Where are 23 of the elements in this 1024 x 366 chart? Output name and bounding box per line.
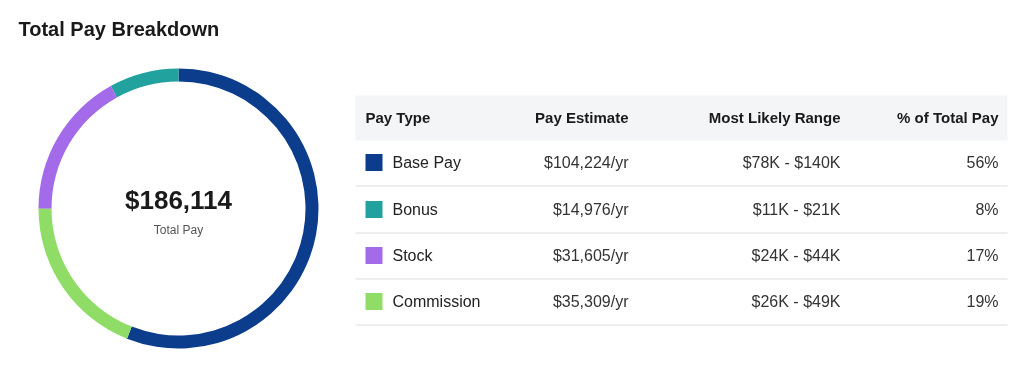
text: $26K - $49K [751,293,841,310]
text: 8% [975,201,999,218]
data-label: $104,224/yr [543,154,630,171]
legend-label: Commission [392,293,481,310]
text: $78K - $140K [742,154,841,171]
legend-label: Stock [392,247,434,264]
legend-label: Bonus [392,201,438,218]
text: $11K - $21K [752,201,841,218]
data-label: $35,309/yr [552,293,630,310]
data-label: $14,976/yr [552,201,630,218]
text: Total Pay [153,222,204,237]
data-label: $31,605/yr [552,247,630,264]
text: Pay Estimate [535,109,629,126]
chart-title: Total Pay Breakdown [18,17,220,40]
legend-label: Base Pay [392,154,461,171]
text: Pay Type [365,109,431,126]
text: 19% [966,293,999,310]
text: 56% [966,154,999,171]
text: $24K - $44K [751,247,841,264]
text: 17% [966,247,999,264]
text: Most Likely Range [708,109,841,126]
text: % of Total Pay [897,109,1000,126]
text: $186,114 [125,184,233,215]
